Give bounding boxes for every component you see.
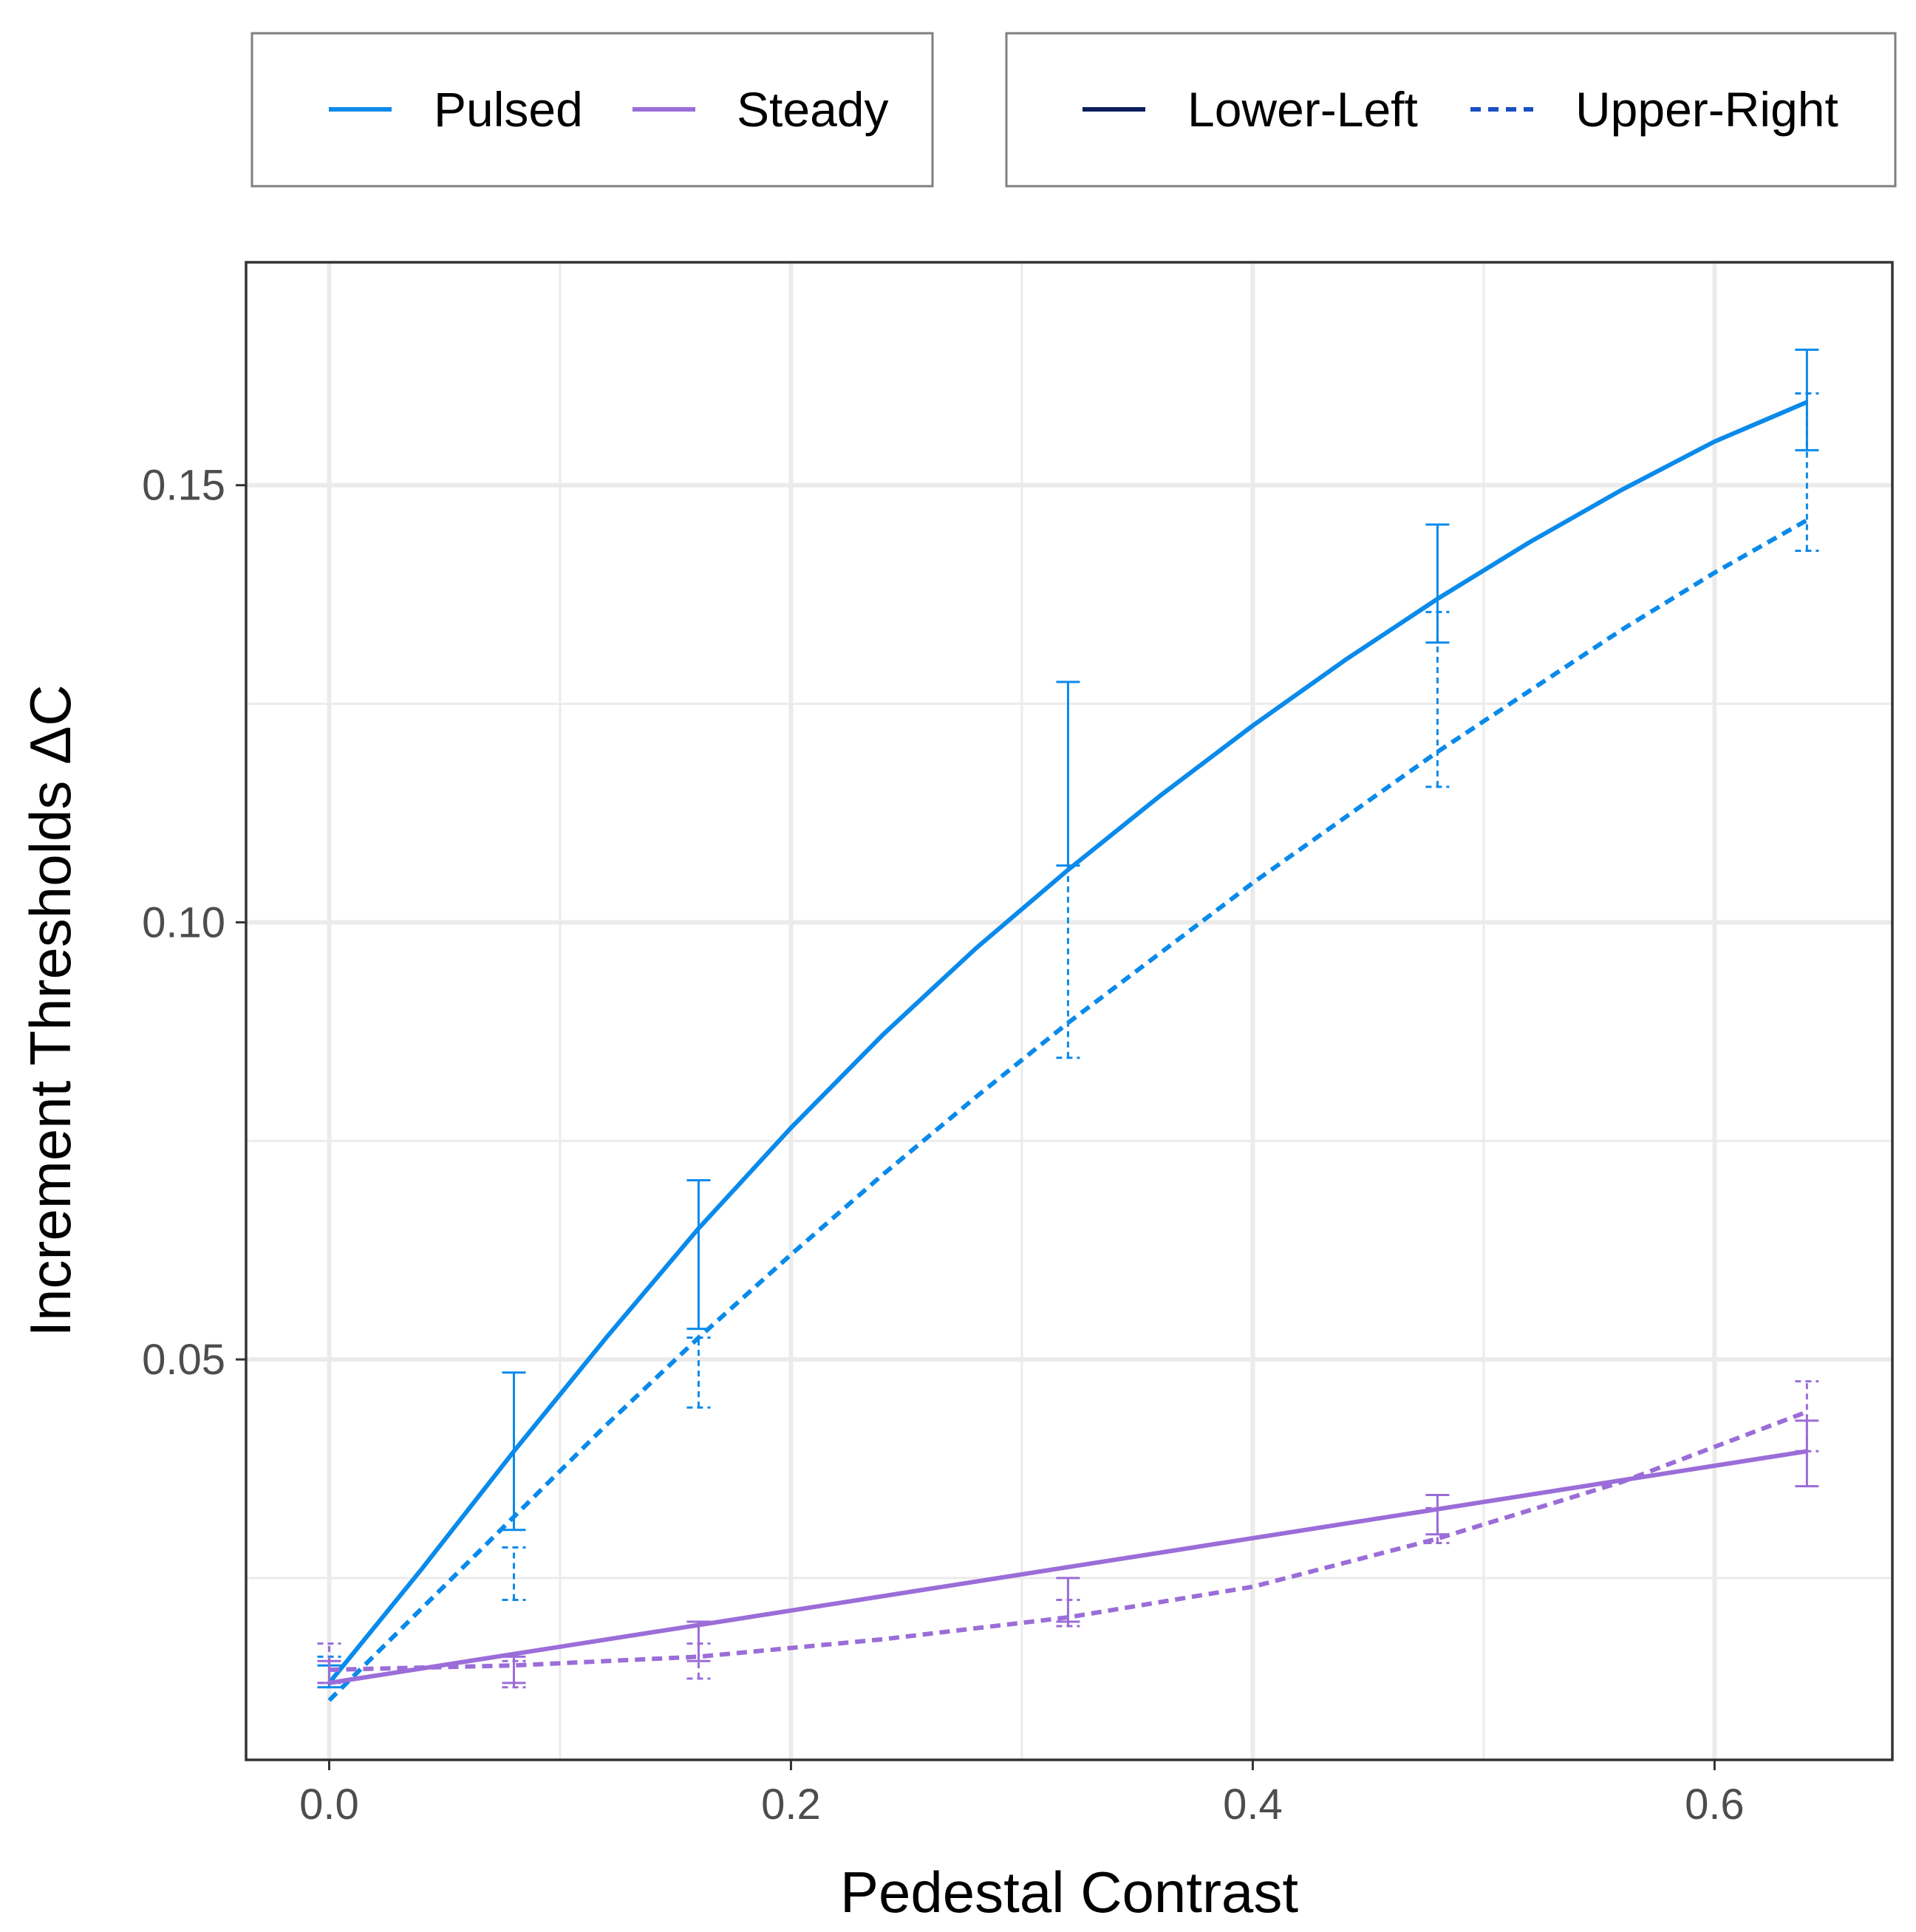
error-bar: [1056, 1598, 1080, 1628]
error-bar: [1056, 864, 1080, 1059]
error-bar: [502, 1371, 526, 1532]
legend-label-steady: Steady: [737, 82, 888, 137]
error-bar: [1425, 523, 1450, 644]
error-bar: [1425, 610, 1450, 788]
legend-label-pulsed: Pulsed: [434, 82, 583, 137]
y-axis-title: Increment Thresholds ΔC: [18, 684, 83, 1337]
error-bar: [1795, 1380, 1819, 1453]
error-bar: [502, 1659, 526, 1689]
fit-line: [329, 1449, 1807, 1685]
error-bar: [1795, 392, 1819, 552]
error-bar: [502, 1546, 526, 1601]
plot-panel: [245, 261, 1894, 1761]
x-tick-label: 0.4: [1223, 1781, 1283, 1829]
legend-label-upper-right: Upper-Right: [1575, 82, 1838, 137]
legend-position-box: [1005, 32, 1897, 188]
legend-color: Pulsed Steady: [250, 32, 934, 188]
series-steady-lower-left: [317, 1419, 1819, 1685]
gridlines: [246, 262, 1892, 1760]
error-bar: [317, 1642, 341, 1684]
y-tick-label: 0.05: [142, 1336, 225, 1384]
series-steady-upper-right: [317, 1380, 1819, 1689]
panel-border: [245, 261, 1894, 1761]
y-tick-label: 0.15: [142, 462, 225, 510]
y-tick-label: 0.10: [142, 898, 225, 946]
legend-position: Lower-Left Upper-Right: [1005, 32, 1897, 188]
data-layer: [317, 348, 1819, 1702]
x-axis-title: Pedestal Contrast: [840, 1860, 1298, 1925]
x-tick-label: 0.0: [299, 1781, 359, 1829]
error-bar: [686, 1642, 711, 1680]
x-tick-label: 0.2: [761, 1781, 821, 1829]
error-bar: [1795, 1419, 1819, 1488]
axes: 0.0 0.2 0.4 0.6 0.05 0.10 0.15: [142, 462, 1745, 1829]
panel-background: [246, 262, 1892, 1760]
x-tick-label: 0.6: [1685, 1781, 1745, 1829]
error-bar: [686, 1336, 711, 1409]
error-bar: [1425, 1506, 1450, 1545]
legend-label-lower-left: Lower-Left: [1187, 82, 1418, 137]
fit-line: [329, 1410, 1808, 1673]
